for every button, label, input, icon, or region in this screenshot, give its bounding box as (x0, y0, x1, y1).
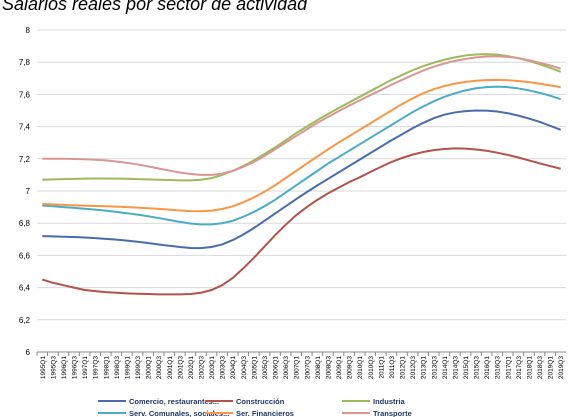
x-tick-label: 1998Q1 (103, 356, 110, 380)
series-line (42, 53, 562, 182)
x-tick-label: 2011Q1 (378, 356, 385, 379)
legend-label: Construcción (236, 397, 285, 406)
x-tick-label: 2008Q1 (315, 356, 322, 380)
series-line (42, 78, 561, 213)
x-tick-label: 2011Q3 (389, 356, 396, 379)
legend-label: Comercio, restaurantes... (129, 397, 219, 406)
x-tick-label: 2018Q3 (537, 356, 544, 380)
legend-label: Industria (373, 397, 405, 406)
x-tick-label: 2019Q3 (558, 356, 565, 380)
x-tick-label: 1997Q1 (82, 356, 89, 380)
x-tick-label: 2010Q3 (368, 356, 375, 380)
y-tick-label: 6,6 (19, 251, 31, 260)
y-tick-label: 7,2 (19, 155, 31, 164)
y-tick-label: 6,2 (19, 316, 31, 325)
x-tick-label: 2000Q3 (156, 356, 163, 380)
series-line (41, 147, 561, 296)
x-tick-label: 2016Q3 (495, 356, 502, 380)
x-tick-label: 2014Q1 (442, 356, 449, 380)
x-tick-label: 2015Q3 (474, 356, 481, 380)
x-tick-label: 1999Q3 (135, 356, 142, 380)
x-tick-label: 2007Q3 (304, 356, 311, 380)
y-tick-label: 6,8 (19, 219, 31, 228)
x-tick-label: 2006Q1 (273, 356, 280, 380)
x-tick-label: 2001Q1 (167, 356, 174, 380)
x-tick-label: 2013Q3 (431, 356, 438, 380)
x-tick-label: 2018Q1 (526, 356, 533, 380)
x-tick-label: 2003Q3 (220, 356, 227, 380)
x-tick-label: 2019Q1 (548, 356, 555, 380)
x-tick-label: 2005Q3 (262, 356, 269, 380)
x-tick-label: 2005Q1 (251, 356, 258, 380)
series-line (42, 85, 562, 226)
y-tick-label: 8 (26, 26, 31, 35)
y-tick-label: 7,4 (19, 123, 31, 132)
x-tick-label: 1995Q3 (50, 356, 57, 380)
x-tick-label: 2012Q1 (400, 356, 407, 380)
legend-label: Ser. Financieros (236, 409, 294, 417)
x-tick-label: 2002Q1 (188, 356, 195, 380)
x-tick-label: 2009Q3 (347, 356, 354, 380)
y-tick-label: 7 (26, 187, 31, 196)
x-tick-label: 2017Q1 (505, 356, 512, 380)
y-tick-label: 7,6 (19, 90, 31, 99)
legend-label: Transporte (373, 409, 412, 417)
legend-label: Serv. Comunales, sociales... (129, 409, 229, 417)
x-tick-label: 2006Q3 (283, 356, 290, 380)
y-tick-label: 6,4 (19, 284, 31, 293)
x-tick-label: 1995Q1 (40, 356, 47, 380)
x-tick-label: 2008Q3 (325, 356, 332, 380)
x-tick-label: 2012Q3 (410, 356, 417, 380)
y-tick-label: 7,8 (19, 58, 31, 67)
x-tick-label: 2004Q1 (230, 356, 237, 380)
x-tick-label: 2013Q1 (421, 356, 428, 380)
x-tick-label: 2009Q1 (336, 356, 343, 380)
y-tick-label: 6 (26, 348, 31, 357)
series-line (42, 109, 562, 250)
x-tick-label: 2001Q3 (177, 356, 184, 380)
x-tick-label: 2000Q1 (146, 356, 153, 380)
x-tick-label: 1998Q3 (114, 356, 121, 380)
x-tick-label: 1996Q1 (61, 356, 68, 380)
x-tick-label: 2002Q3 (198, 356, 205, 380)
x-tick-label: 2004Q3 (241, 356, 248, 380)
x-tick-label: 1997Q3 (93, 356, 100, 380)
x-tick-label: 2003Q1 (209, 356, 216, 380)
x-tick-label: 2014Q3 (452, 356, 459, 380)
chart-title: Salarios reales por sector de actividad (2, 0, 308, 14)
series-line (42, 55, 562, 176)
x-tick-label: 1996Q3 (72, 356, 79, 380)
x-tick-label: 2007Q1 (294, 356, 301, 380)
x-tick-label: 2010Q1 (357, 356, 364, 380)
x-tick-label: 1999Q1 (124, 356, 131, 380)
x-tick-label: 2015Q1 (463, 356, 470, 380)
x-tick-label: 2016Q1 (484, 356, 491, 380)
x-tick-label: 2017Q3 (516, 356, 523, 380)
